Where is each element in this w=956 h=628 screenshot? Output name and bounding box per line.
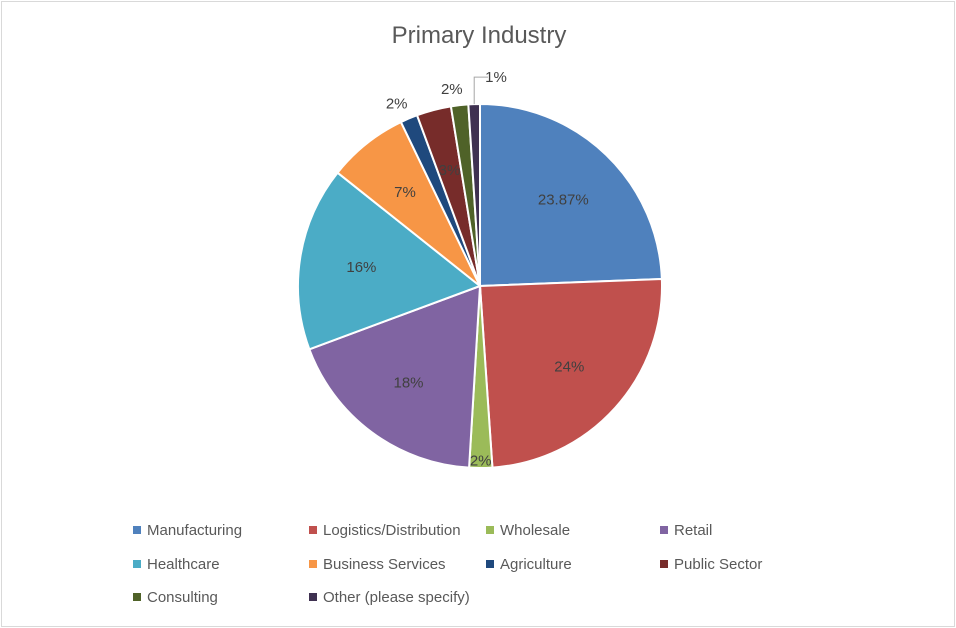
legend-label-agriculture: Agriculture (500, 556, 572, 573)
legend-swatch-manufacturing (133, 526, 141, 534)
data-label-healthcare: 16% (346, 259, 376, 276)
data-label-retail: 18% (393, 375, 423, 392)
legend-item-wholesale: Wholesale (486, 522, 570, 539)
legend-swatch-logistics-distribution (309, 526, 317, 534)
pie-slice-retail (308, 284, 482, 469)
legend-label-manufacturing: Manufacturing (147, 522, 242, 539)
legend-swatch-retail (660, 526, 668, 534)
legend-swatch-healthcare (133, 560, 141, 568)
legend-swatch-business-services (309, 560, 317, 568)
legend-label-wholesale: Wholesale (500, 522, 570, 539)
legend-swatch-public-sector (660, 560, 668, 568)
legend-item-consulting: Consulting (133, 589, 218, 606)
data-label-agriculture: 2% (386, 96, 408, 113)
legend-item-retail: Retail (660, 522, 712, 539)
legend-item-agriculture: Agriculture (486, 556, 572, 573)
data-label-public-sector: 3% (439, 162, 461, 179)
legend-label-business-services: Business Services (323, 556, 446, 573)
legend-label-logistics-distribution: Logistics/Distribution (323, 522, 461, 539)
pie-slice-manufacturing (479, 102, 663, 288)
legend-label-consulting: Consulting (147, 589, 218, 606)
legend-label-healthcare: Healthcare (147, 556, 220, 573)
chart-title: Primary Industry (392, 22, 567, 49)
legend-swatch-agriculture (486, 560, 494, 568)
legend-item-logistics-distribution: Logistics/Distribution (309, 522, 461, 539)
data-labels: 23.87% 24% 2% 18% 16% 7% 2% 3% 2% 1% (346, 69, 588, 470)
legend-swatch-wholesale (486, 526, 494, 534)
pie-slices (297, 102, 663, 469)
pie-slice-logistics-distribution (478, 277, 663, 469)
data-label-business-services: 7% (394, 184, 416, 201)
legend-swatch-consulting (133, 593, 141, 601)
legend-item-business-services: Business Services (309, 556, 446, 573)
legend-item-other-please-specify: Other (please specify) (309, 589, 470, 606)
data-label-consulting: 2% (441, 81, 463, 98)
legend-label-other-please-specify: Other (please specify) (323, 589, 470, 606)
data-label-manufacturing: 23.87% (538, 191, 589, 208)
legend-swatch-other-please-specify (309, 593, 317, 601)
legend: Manufacturing Logistics/Distribution Whole… (133, 522, 762, 606)
legend-label-retail: Retail (674, 522, 712, 539)
data-label-logistics-distribution: 24% (554, 358, 584, 375)
data-label-wholesale: 2% (470, 453, 492, 470)
data-label-other-please-specify: 1% (485, 69, 507, 86)
legend-label-public-sector: Public Sector (674, 556, 762, 573)
leader-line-other-please-specify (473, 76, 488, 105)
legend-item-public-sector: Public Sector (660, 556, 762, 573)
legend-item-healthcare: Healthcare (133, 556, 220, 573)
pie-slice-healthcare (297, 171, 483, 351)
legend-item-manufacturing: Manufacturing (133, 522, 242, 539)
